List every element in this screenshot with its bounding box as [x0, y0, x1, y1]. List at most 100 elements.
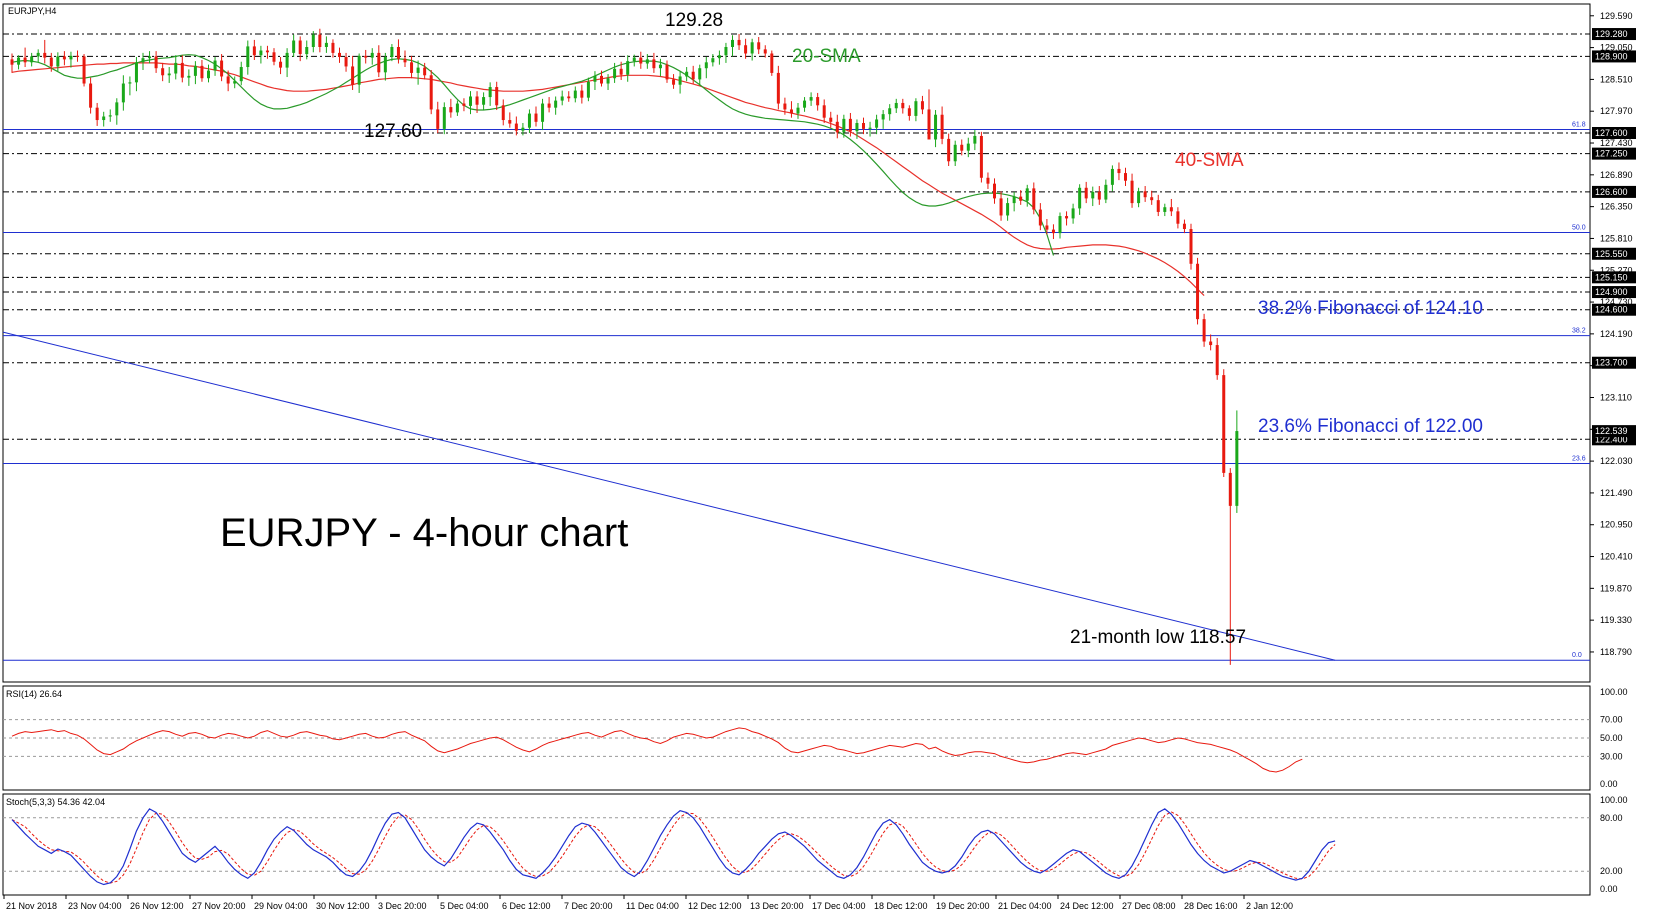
level-label: 129.280 — [1595, 29, 1628, 39]
candle-body — [357, 55, 361, 85]
candle-body — [416, 67, 420, 73]
price-tick-label: 126.350 — [1600, 202, 1633, 212]
candle-body — [364, 55, 368, 58]
candle-body — [43, 52, 47, 58]
candle-body — [121, 83, 125, 103]
candle-body — [76, 55, 79, 57]
candle-body — [436, 109, 440, 129]
candle-body — [632, 57, 636, 62]
candle-body — [396, 47, 400, 59]
candle-body — [23, 57, 27, 63]
time-tick-label: 27 Nov 20:00 — [192, 901, 246, 911]
candle-body — [207, 70, 210, 79]
candle-body — [410, 62, 414, 73]
candle-body — [960, 144, 964, 151]
candle-body — [292, 40, 296, 53]
candle-body — [947, 138, 951, 162]
candle-body — [527, 113, 531, 128]
candle-body — [541, 103, 545, 122]
price-tick-label: 122.030 — [1600, 456, 1633, 466]
level-label: 122.400 — [1595, 434, 1628, 444]
candle-body — [331, 42, 335, 53]
candle-body — [665, 64, 669, 80]
candle-body — [1065, 216, 1069, 219]
swing-low-annotation: 127.60 — [364, 121, 422, 142]
time-tick-label: 23 Nov 04:00 — [68, 901, 122, 911]
candle-body — [488, 87, 492, 98]
price-tick-label: 124.190 — [1600, 329, 1633, 339]
candle-body — [475, 96, 479, 105]
candle-body — [180, 62, 184, 78]
candle-body — [259, 50, 263, 56]
candle-body — [1058, 216, 1062, 234]
candle-body — [69, 55, 73, 60]
main-chart-pane: EURJPY,H4 129.590 129.050 128.510 127.970 127… — [2, 3, 1636, 683]
candle-body — [757, 42, 761, 50]
candle-body — [973, 135, 977, 144]
candle-body — [750, 42, 754, 54]
candle-body — [429, 75, 433, 110]
candle-body — [95, 107, 99, 121]
price-tick-label: 129.590 — [1600, 11, 1633, 21]
current-price-box — [1592, 425, 1636, 438]
candle-body — [265, 50, 269, 53]
candle-body — [246, 46, 250, 68]
candle-body — [1182, 223, 1186, 230]
candle-body — [1045, 225, 1049, 230]
candle-body — [783, 103, 787, 110]
candle-body — [305, 47, 309, 55]
stoch-label: Stoch(5,3,3) 54.36 42.04 — [6, 797, 105, 807]
candle-body — [56, 56, 60, 67]
candle-body — [442, 107, 446, 129]
level-label: 127.250 — [1595, 149, 1628, 159]
candle-body — [102, 116, 106, 121]
candle-body — [141, 58, 145, 63]
candle-body — [115, 102, 119, 116]
price-tick-label: 127.430 — [1600, 138, 1633, 148]
candle-body — [685, 71, 689, 77]
level-label: 124.600 — [1595, 305, 1628, 315]
fib382-annotation: 38.2% Fibonacci of 124.10 — [1258, 298, 1483, 319]
candle-body — [449, 107, 453, 113]
time-tick-label: 21 Nov 2018 — [6, 901, 57, 911]
candle-body — [469, 96, 472, 106]
price-tick-label: 127.970 — [1600, 106, 1633, 116]
candle-body — [691, 71, 695, 80]
candle-body — [770, 53, 774, 73]
candle-body — [279, 61, 283, 68]
candle-body — [914, 101, 918, 116]
candle-body — [318, 34, 322, 48]
level-label-box — [1592, 247, 1636, 260]
price-tick-label: 120.410 — [1600, 552, 1633, 562]
price-tick-label: 119.870 — [1600, 583, 1632, 593]
candle-body — [534, 113, 538, 122]
time-tick-label: 13 Dec 20:00 — [750, 901, 804, 911]
level-label: 127.600 — [1595, 128, 1628, 138]
sma20-line — [11, 54, 1055, 256]
candle-body — [311, 34, 315, 48]
candle-body — [161, 68, 165, 76]
candle-body — [1215, 345, 1219, 376]
sma40-annotation: 40-SMA — [1175, 150, 1244, 171]
candle-body — [383, 57, 387, 73]
candle-body — [606, 78, 610, 84]
level-label: 124.900 — [1595, 287, 1628, 297]
level-label: 125.550 — [1595, 249, 1628, 259]
candle-body — [907, 108, 911, 116]
candle-body — [423, 67, 427, 76]
level-label-box — [1592, 303, 1636, 316]
candle-body — [1222, 375, 1226, 473]
candle-body — [842, 118, 846, 133]
level-label: 125.150 — [1595, 272, 1628, 282]
candle-body — [986, 177, 990, 184]
price-tick-label: 124.730 — [1600, 297, 1633, 307]
candle-body — [580, 90, 584, 98]
candle-body — [704, 62, 708, 69]
time-tick-label: 3 Dec 20:00 — [378, 901, 427, 911]
candle-body — [763, 49, 767, 54]
candle-body — [82, 56, 86, 84]
price-tick-label: 118.790 — [1600, 647, 1632, 657]
candle-body — [835, 121, 839, 133]
level-label-box — [1592, 50, 1636, 63]
candle-body — [901, 102, 905, 109]
